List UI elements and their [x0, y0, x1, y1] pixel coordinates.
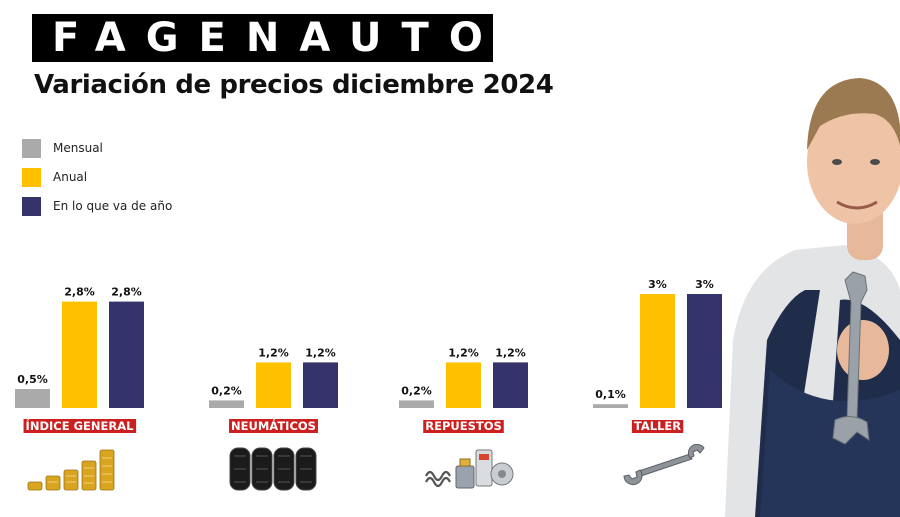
category-label-bg-indice-general	[23, 419, 137, 433]
coins-icon	[27, 449, 115, 491]
data-label-taller-mensual: 0,1%	[595, 388, 626, 401]
bar-taller-mensual	[593, 404, 628, 408]
bar-indice-general-ytd	[109, 301, 144, 408]
category-label-indice-general: ÍNDICE GENERAL	[26, 418, 135, 433]
category-label-taller: TALLER	[634, 419, 681, 433]
data-label-taller-anual: 3%	[648, 278, 667, 291]
data-label-indice-general-ytd: 2,8%	[111, 286, 142, 299]
chart-legend: Mensual Anual En lo que va de año	[22, 138, 172, 225]
data-label-taller-ytd: 3%	[695, 278, 714, 291]
bar-indice-general-anual	[62, 301, 97, 408]
tires-icon	[229, 447, 317, 491]
legend-label-anual: Anual	[53, 170, 88, 184]
auto-parts-icon	[425, 449, 514, 489]
data-label-repuestos-mensual: 0,2%	[401, 384, 432, 397]
bar-repuestos-mensual	[399, 400, 434, 408]
bar-chart: 0,5% 2,8% 2,8% ÍNDICE GENERAL 0,2% 1,2% 1,2% NE…	[15, 278, 722, 433]
page-title: Variación de precios diciembre 2024	[34, 70, 554, 100]
bar-repuestos-ytd	[493, 362, 528, 408]
wrench-icon	[623, 444, 705, 486]
bar-taller-ytd	[687, 294, 722, 408]
brand-logo: FAGENAUTO	[32, 14, 493, 62]
legend-label-mensual: Mensual	[53, 141, 103, 155]
data-label-indice-general-anual: 2,8%	[64, 286, 95, 299]
category-label-bg-neumaticos	[229, 419, 318, 433]
bar-neumaticos-mensual	[209, 400, 244, 408]
category-label-repuestos: REPUESTOS	[425, 419, 502, 433]
legend-label-ytd: En lo que va de año	[53, 199, 173, 213]
category-label-bg-taller	[631, 420, 684, 433]
bar-indice-general-mensual	[15, 389, 50, 408]
data-label-neumaticos-mensual: 0,2%	[211, 384, 242, 397]
bar-repuestos-anual	[446, 362, 481, 408]
category-label-neumaticos: NEUMÁTICOS	[231, 418, 316, 433]
legend-swatch-anual	[22, 167, 41, 187]
data-label-repuestos-ytd: 1,2%	[495, 346, 526, 359]
legend-item-ytd: En lo que va de año	[22, 196, 172, 216]
legend-item-anual: Anual	[22, 167, 172, 187]
legend-swatch-ytd	[22, 196, 41, 216]
bar-neumaticos-anual	[256, 362, 291, 408]
data-label-indice-general-mensual: 0,5%	[17, 373, 48, 386]
legend-item-mensual: Mensual	[22, 138, 172, 158]
data-label-neumaticos-anual: 1,2%	[258, 346, 289, 359]
bar-neumaticos-ytd	[303, 362, 338, 408]
mechanic-photo	[725, 78, 900, 517]
legend-swatch-mensual	[22, 138, 41, 158]
data-label-repuestos-anual: 1,2%	[448, 346, 479, 359]
category-label-bg-repuestos	[423, 420, 504, 433]
data-label-neumaticos-ytd: 1,2%	[305, 346, 336, 359]
bar-taller-anual	[640, 294, 675, 408]
